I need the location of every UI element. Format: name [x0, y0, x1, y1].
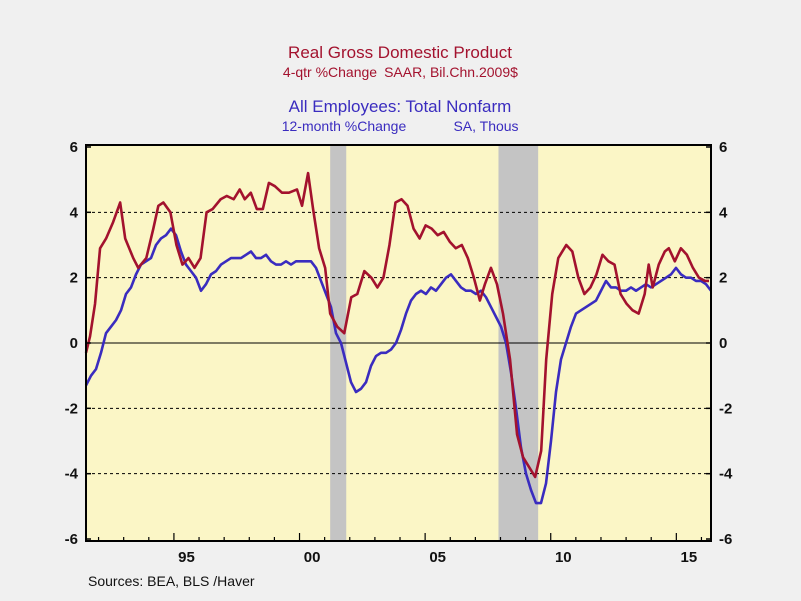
x-tick-label: 00 — [304, 549, 321, 566]
subtitle-gdp-right: SAAR, Bil.Chn.2009$ — [384, 64, 518, 80]
y-tick-label-right: -6 — [719, 531, 732, 548]
subtitle-gdp-left: 4-qtr %Change — [283, 64, 377, 80]
y-tick-label-left: -4 — [65, 466, 79, 483]
source-note: Sources: BEA, BLS /Haver — [88, 573, 255, 589]
y-tick-label-right: -2 — [719, 400, 732, 417]
y-tick-label-left: 2 — [70, 270, 78, 287]
title-employment: All Employees: Total Nonfarm — [289, 97, 512, 116]
y-tick-label-left: -2 — [65, 400, 78, 417]
series-line-employment — [84, 227, 713, 505]
y-tick-label-right: -4 — [719, 466, 733, 483]
x-tick-label: 05 — [429, 549, 446, 566]
y-tick-label-right: 6 — [719, 139, 727, 156]
x-tick-label: 95 — [178, 549, 195, 566]
y-tick-label-left: 0 — [70, 335, 78, 352]
x-tick-label: 10 — [555, 549, 572, 566]
y-tick-label-right: 0 — [719, 335, 727, 352]
series-line-gdp — [84, 171, 709, 479]
y-tick-label-left: 4 — [70, 204, 79, 221]
title-gdp: Real Gross Domestic Product — [288, 43, 512, 62]
subtitle-employment-left: 12-month %Change — [282, 118, 407, 134]
y-tick-label-right: 4 — [719, 204, 728, 221]
y-tick-label-right: 2 — [719, 270, 727, 287]
subtitle-employment-right: SA, Thous — [453, 118, 518, 134]
y-tick-label-left: 6 — [70, 139, 78, 156]
y-tick-label-left: -6 — [65, 531, 78, 548]
x-tick-label: 15 — [681, 549, 698, 566]
